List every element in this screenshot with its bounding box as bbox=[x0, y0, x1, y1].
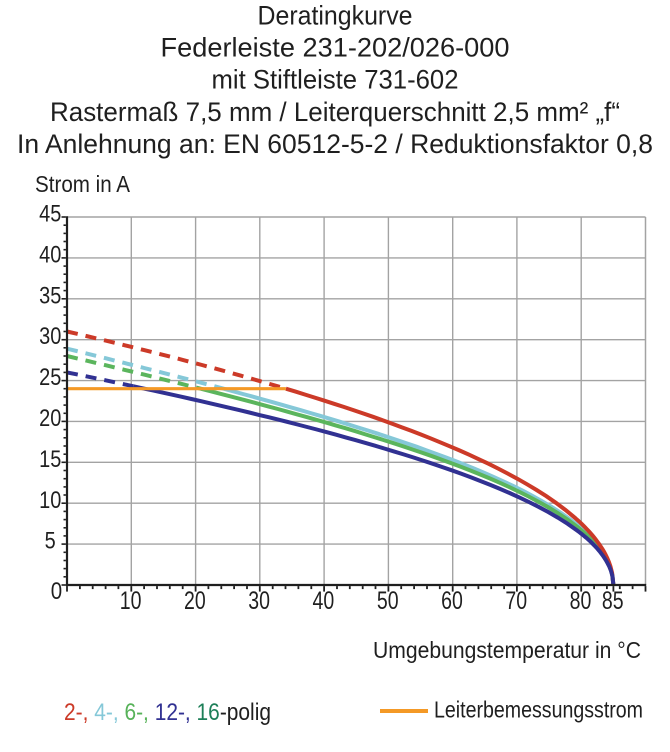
svg-text:40: 40 bbox=[39, 241, 61, 268]
svg-text:15: 15 bbox=[39, 446, 61, 473]
svg-text:In Anlehnung an: EN 60512-5-2: In Anlehnung an: EN 60512-5-2 / Reduktio… bbox=[17, 129, 653, 159]
svg-text:2-, 4-, 6-, 12-, 16-polig: 2-, 4-, 6-, 12-, 16-polig bbox=[64, 699, 271, 726]
svg-text:Leiterbemessungsstrom: Leiterbemessungsstrom bbox=[434, 697, 643, 723]
svg-text:80: 80 bbox=[570, 587, 592, 615]
svg-text:35: 35 bbox=[39, 282, 61, 309]
svg-text:10: 10 bbox=[120, 587, 142, 615]
svg-text:10: 10 bbox=[39, 487, 61, 514]
svg-text:Federleiste 231-202/026-000: Federleiste 231-202/026-000 bbox=[161, 33, 510, 63]
svg-text:30: 30 bbox=[39, 323, 61, 350]
svg-text:40: 40 bbox=[313, 587, 335, 615]
svg-text:Strom in A: Strom in A bbox=[35, 171, 131, 197]
svg-text:60: 60 bbox=[441, 587, 463, 615]
svg-text:70: 70 bbox=[505, 587, 527, 615]
svg-text:25: 25 bbox=[39, 364, 61, 391]
svg-text:30: 30 bbox=[248, 587, 270, 615]
svg-text:20: 20 bbox=[39, 405, 61, 432]
svg-text:45: 45 bbox=[39, 201, 61, 228]
svg-text:Deratingkurve: Deratingkurve bbox=[258, 1, 413, 31]
svg-text:Umgebungstemperatur in °C: Umgebungstemperatur in °C bbox=[373, 637, 641, 663]
svg-text:0: 0 bbox=[51, 578, 62, 605]
svg-text:mit Stiftleiste 731-602: mit Stiftleiste 731-602 bbox=[212, 65, 459, 95]
svg-text:5: 5 bbox=[45, 528, 56, 555]
svg-text:50: 50 bbox=[377, 587, 399, 615]
svg-text:20: 20 bbox=[184, 587, 206, 615]
svg-text:Rastermaß 7,5 mm / Leiterquers: Rastermaß 7,5 mm / Leiterquerschnitt 2,5… bbox=[50, 97, 620, 127]
svg-text:85: 85 bbox=[602, 587, 624, 615]
